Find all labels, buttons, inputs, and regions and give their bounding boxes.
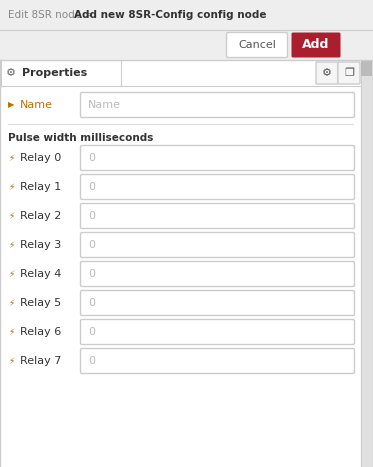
- Text: ⚡: ⚡: [8, 356, 14, 366]
- Text: 0: 0: [88, 211, 95, 221]
- FancyBboxPatch shape: [81, 233, 354, 257]
- Bar: [361, 60, 373, 467]
- Text: Add: Add: [302, 38, 330, 51]
- Text: ❐: ❐: [344, 68, 354, 78]
- FancyBboxPatch shape: [361, 60, 372, 76]
- Text: 0: 0: [88, 182, 95, 192]
- Bar: [0, 60, 373, 467]
- FancyBboxPatch shape: [81, 175, 354, 199]
- Text: Relay 4: Relay 4: [20, 269, 62, 279]
- FancyBboxPatch shape: [81, 262, 354, 286]
- FancyBboxPatch shape: [81, 290, 354, 316]
- Text: Cancel: Cancel: [238, 40, 276, 50]
- FancyBboxPatch shape: [226, 33, 288, 57]
- FancyBboxPatch shape: [81, 92, 354, 118]
- Text: ▶: ▶: [8, 100, 14, 109]
- Text: ⚡: ⚡: [8, 154, 14, 163]
- Text: Properties: Properties: [22, 68, 87, 78]
- Text: Name: Name: [88, 100, 121, 110]
- Text: 0: 0: [88, 327, 95, 337]
- Text: Edit 8SR node >: Edit 8SR node >: [8, 10, 96, 20]
- FancyBboxPatch shape: [81, 319, 354, 345]
- Bar: [0, 0, 373, 30]
- Text: Name: Name: [20, 100, 53, 110]
- Text: ⚡: ⚡: [8, 241, 14, 249]
- Text: ⚙: ⚙: [322, 68, 332, 78]
- Text: ⚡: ⚡: [8, 183, 14, 191]
- Text: Relay 5: Relay 5: [20, 298, 61, 308]
- Text: ⚡: ⚡: [8, 327, 14, 337]
- FancyBboxPatch shape: [81, 204, 354, 228]
- FancyBboxPatch shape: [292, 33, 341, 57]
- FancyBboxPatch shape: [338, 62, 360, 84]
- Text: 0: 0: [88, 298, 95, 308]
- FancyBboxPatch shape: [316, 62, 338, 84]
- Text: Pulse width milliseconds: Pulse width milliseconds: [8, 133, 153, 143]
- Text: 0: 0: [88, 356, 95, 366]
- Text: 0: 0: [88, 153, 95, 163]
- Text: Add new 8SR-Config config node: Add new 8SR-Config config node: [74, 10, 266, 20]
- Text: Relay 1: Relay 1: [20, 182, 61, 192]
- FancyBboxPatch shape: [81, 348, 354, 374]
- Text: Relay 6: Relay 6: [20, 327, 61, 337]
- Text: Relay 0: Relay 0: [20, 153, 61, 163]
- Text: ⚙: ⚙: [6, 68, 16, 78]
- Text: ⚡: ⚡: [8, 269, 14, 278]
- Text: Relay 2: Relay 2: [20, 211, 62, 221]
- Text: 0: 0: [88, 240, 95, 250]
- Text: Relay 3: Relay 3: [20, 240, 61, 250]
- FancyBboxPatch shape: [81, 146, 354, 170]
- Text: 0: 0: [88, 269, 95, 279]
- Bar: [1, 60, 121, 86]
- Text: ⚡: ⚡: [8, 212, 14, 220]
- Text: ⚡: ⚡: [8, 298, 14, 307]
- Text: Relay 7: Relay 7: [20, 356, 62, 366]
